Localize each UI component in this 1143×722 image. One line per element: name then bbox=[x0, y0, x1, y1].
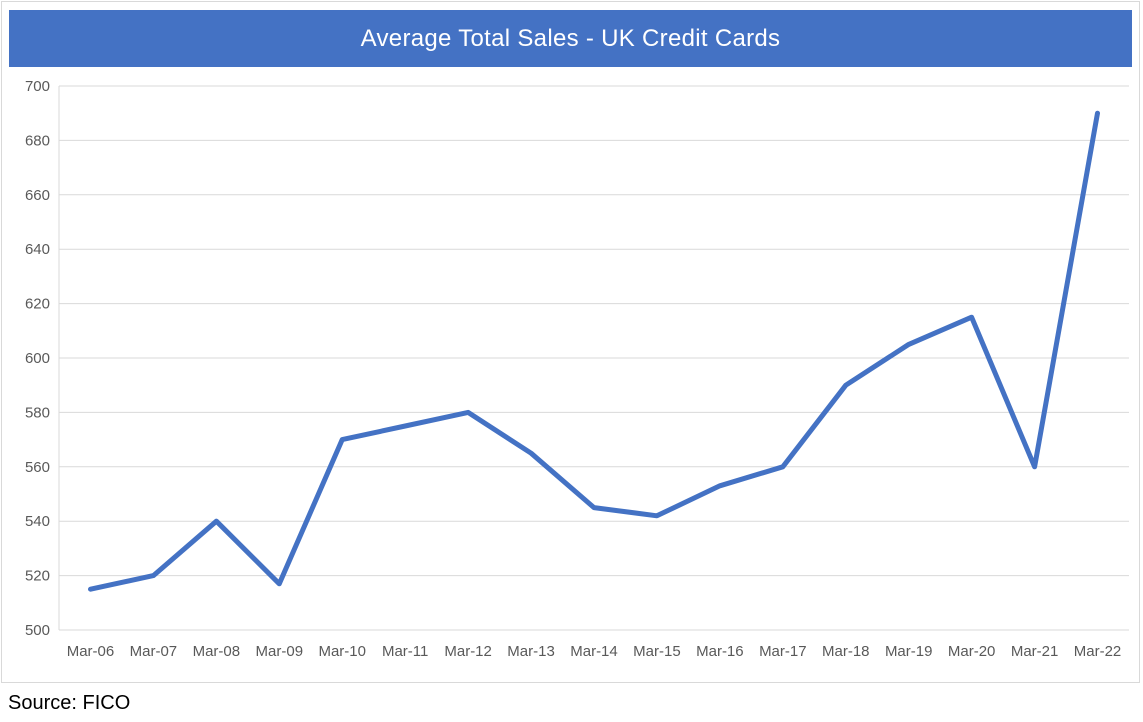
svg-text:620: 620 bbox=[25, 296, 50, 313]
svg-text:Mar-11: Mar-11 bbox=[382, 643, 428, 660]
svg-text:Mar-13: Mar-13 bbox=[507, 643, 555, 660]
line-chart-svg: 500 520 540 560 580 600 620 640 660 680 700 Mar-06 M… bbox=[2, 74, 1139, 680]
svg-text:680: 680 bbox=[25, 132, 50, 149]
svg-text:540: 540 bbox=[25, 513, 50, 530]
chart-frame: Average Total Sales - UK Credit Cards 50… bbox=[1, 1, 1140, 683]
svg-text:640: 640 bbox=[25, 241, 50, 258]
svg-text:Mar-21: Mar-21 bbox=[1011, 643, 1059, 660]
svg-text:500: 500 bbox=[25, 622, 50, 639]
svg-text:600: 600 bbox=[25, 350, 50, 367]
svg-text:Mar-17: Mar-17 bbox=[759, 643, 807, 660]
svg-text:Mar-08: Mar-08 bbox=[193, 643, 241, 660]
plot-area: 500 520 540 560 580 600 620 640 660 680 700 Mar-06 M… bbox=[2, 74, 1139, 680]
svg-text:520: 520 bbox=[25, 568, 50, 585]
svg-text:Mar-20: Mar-20 bbox=[948, 643, 996, 660]
chart-title: Average Total Sales - UK Credit Cards bbox=[361, 25, 781, 53]
svg-text:560: 560 bbox=[25, 459, 50, 476]
chart-page: Average Total Sales - UK Credit Cards 50… bbox=[0, 0, 1143, 722]
svg-text:Mar-22: Mar-22 bbox=[1074, 643, 1122, 660]
svg-text:Mar-16: Mar-16 bbox=[696, 643, 744, 660]
svg-text:580: 580 bbox=[25, 404, 50, 421]
svg-text:Mar-15: Mar-15 bbox=[633, 643, 681, 660]
svg-text:Mar-09: Mar-09 bbox=[256, 643, 304, 660]
svg-text:Mar-14: Mar-14 bbox=[570, 643, 618, 660]
svg-text:Mar-06: Mar-06 bbox=[67, 643, 115, 660]
svg-text:Mar-18: Mar-18 bbox=[822, 643, 870, 660]
svg-text:Mar-12: Mar-12 bbox=[444, 643, 492, 660]
svg-text:Mar-19: Mar-19 bbox=[885, 643, 933, 660]
source-note: Source: FICO bbox=[8, 692, 130, 715]
chart-title-bar: Average Total Sales - UK Credit Cards bbox=[9, 10, 1132, 67]
svg-text:Mar-07: Mar-07 bbox=[130, 643, 178, 660]
svg-text:660: 660 bbox=[25, 187, 50, 204]
svg-text:Mar-10: Mar-10 bbox=[318, 643, 366, 660]
svg-text:700: 700 bbox=[25, 78, 50, 95]
